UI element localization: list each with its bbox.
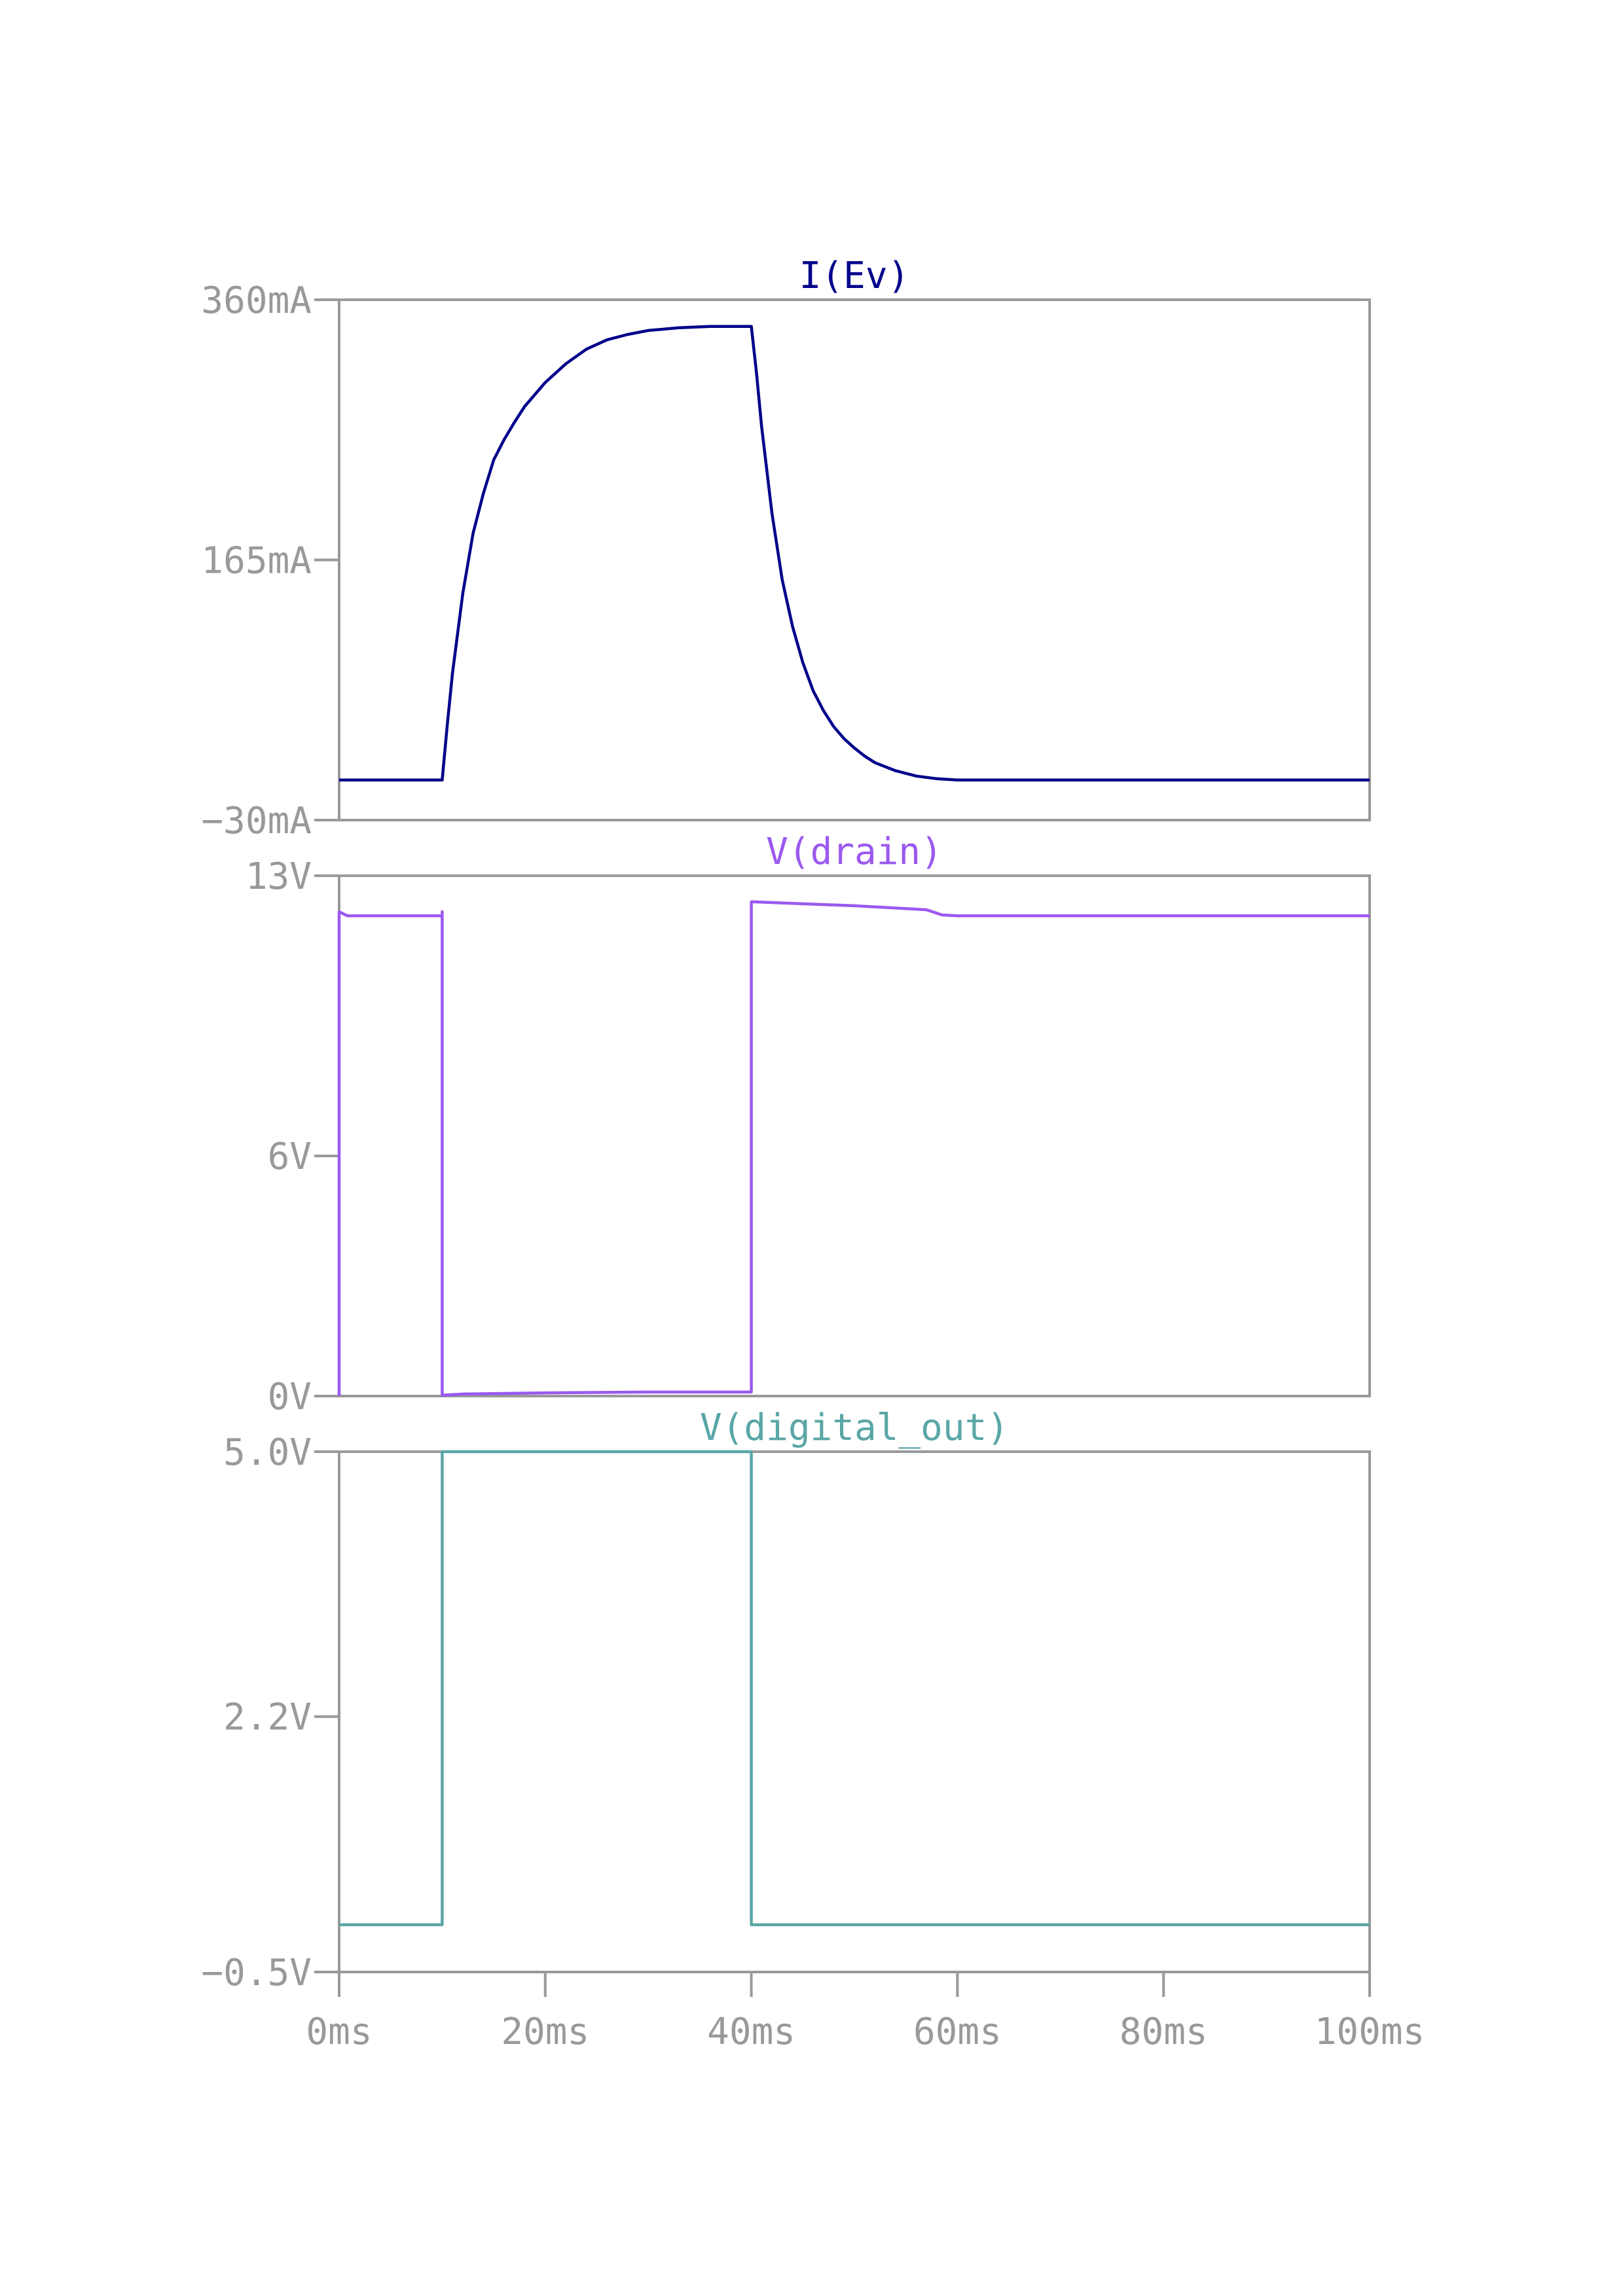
series-line: [337, 900, 1370, 1397]
x-tick-label: 0ms: [306, 2011, 372, 2053]
panel-title: I(Ev): [799, 255, 910, 297]
y-tick-label: 360mA: [201, 279, 312, 322]
x-tick-label: 100ms: [1315, 2011, 1425, 2053]
y-tick-label: 13V: [246, 855, 312, 898]
panel-title: V(drain): [766, 831, 943, 873]
panel-frame: [338, 1450, 1371, 1973]
y-tick-label: 5.0V: [223, 1431, 312, 1474]
series-line: [339, 325, 1370, 782]
x-tick-label: 20ms: [501, 2011, 589, 2053]
panel-frame: [338, 874, 1371, 1397]
y-tick-label: 165mA: [201, 540, 312, 583]
y-tick-label: 0V: [268, 1376, 312, 1418]
series-line: [339, 1450, 1370, 1926]
panel-title: V(digital_out): [700, 1407, 1009, 1449]
panel-frame: [338, 298, 1371, 821]
x-tick-label: 80ms: [1120, 2011, 1208, 2053]
y-tick-label: 6V: [268, 1136, 312, 1178]
x-tick-label: 40ms: [707, 2011, 795, 2053]
panel-2: 13V 6V 0V V(drain): [246, 831, 1371, 1418]
x-tick-label: 60ms: [913, 2011, 1002, 2053]
y-tick-label: −0.5V: [201, 1952, 312, 1994]
panel-1: 360mA 165mA −30mA I(Ev): [201, 255, 1371, 842]
y-tick-label: 2.2V: [223, 1696, 312, 1739]
y-tick-label: −30mA: [201, 800, 312, 842]
panel-3: 5.0V 2.2V −0.5V 0ms 20ms 40ms 60ms 80ms 100ms V(d…: [201, 1407, 1425, 2053]
